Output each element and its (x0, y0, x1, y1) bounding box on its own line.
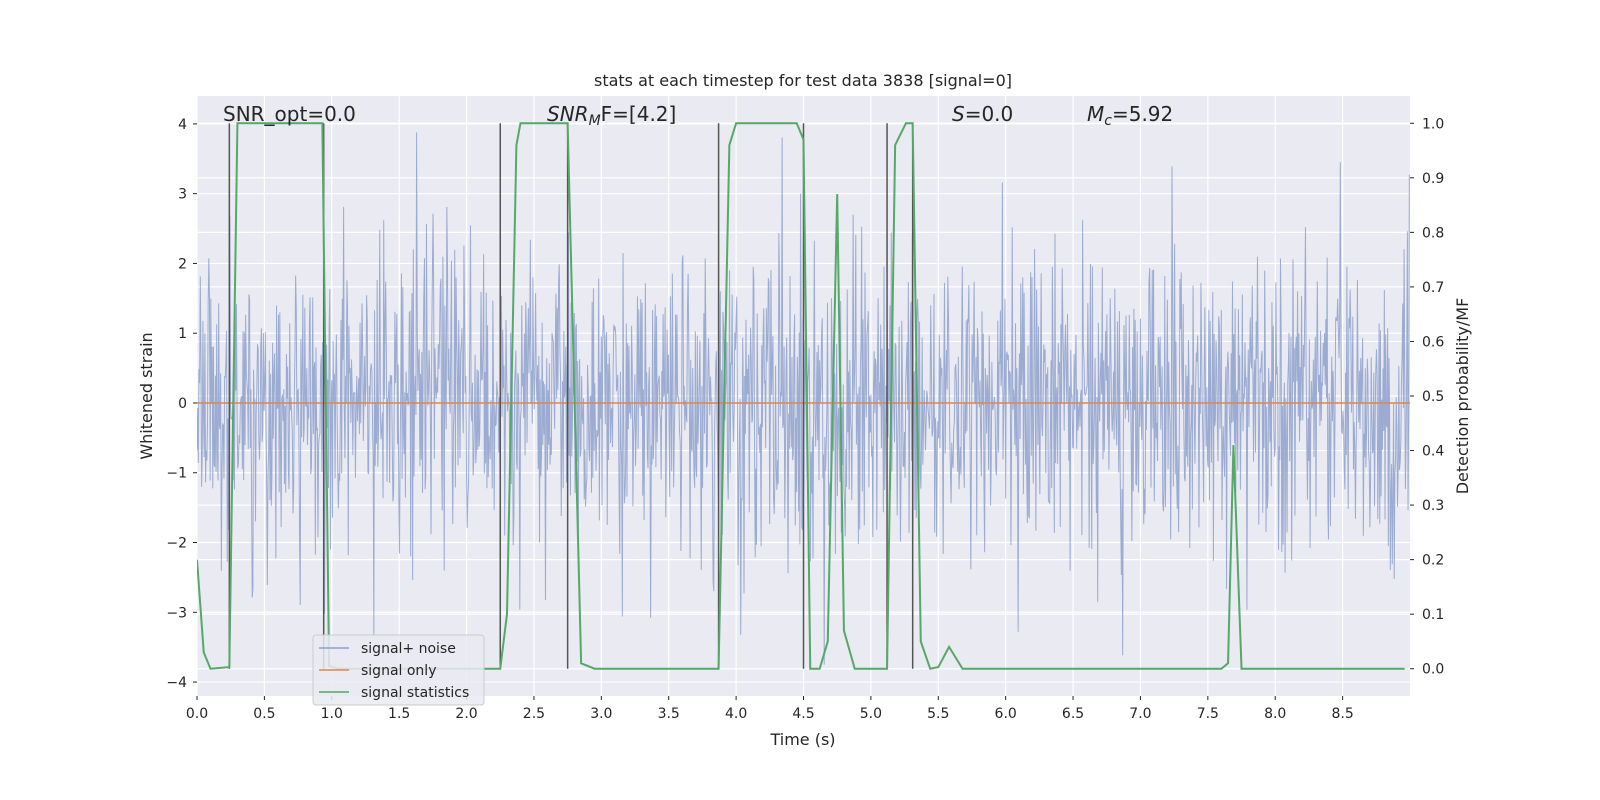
x-tick-label: 1.0 (321, 706, 343, 722)
x-tick-label: 7.5 (1197, 706, 1219, 722)
y-right-tick-label: 0.4 (1422, 444, 1444, 460)
y-left-tick-label: −3 (166, 605, 187, 621)
y-left-tick-label: −1 (166, 466, 187, 482)
mc-annotation: Mc=5.92 (1087, 102, 1173, 129)
y-left-tick-label: 4 (178, 117, 187, 133)
mc-symbol: M (1087, 102, 1104, 126)
y-right-axis-ticks: 0.0 0.1 0.2 0.3 0.4 0.5 0.6 0.7 0.8 0.9 1.0 (1410, 116, 1444, 678)
snr-mf-value: F=[4.2] (601, 102, 677, 126)
y-right-tick-label: 0.7 (1422, 280, 1444, 296)
x-tick-label: 0.5 (253, 706, 275, 722)
y-left-tick-label: 3 (178, 187, 187, 203)
x-tick-label: 4.0 (725, 706, 747, 722)
snr-mf-annotation: SNRMF=[4.2] (547, 102, 676, 129)
y-left-tick-label: 0 (178, 396, 187, 412)
snr-opt-annotation: SNR_opt=0.0 (223, 102, 356, 126)
x-tick-label: 5.0 (860, 706, 882, 722)
y-left-axis-ticks: −4 −3 −2 −1 0 1 2 3 4 (166, 117, 197, 691)
x-tick-label: 2.5 (523, 706, 545, 722)
y-right-tick-label: 0.2 (1422, 553, 1444, 569)
x-tick-label: 8.5 (1331, 706, 1353, 722)
chart-title: stats at each timestep for test data 383… (594, 71, 1012, 90)
s-symbol: S (952, 102, 965, 126)
y-left-axis-label: Whitened strain (137, 332, 156, 459)
y-right-tick-label: 0.3 (1422, 498, 1444, 514)
y-left-tick-label: 2 (178, 256, 187, 272)
y-right-tick-label: 0.5 (1422, 389, 1444, 405)
y-left-tick-label: 1 (178, 326, 187, 342)
y-left-tick-label: −2 (166, 536, 187, 552)
y-right-axis-label: Detection probability/MF (1453, 298, 1472, 495)
y-right-tick-label: 1.0 (1422, 116, 1444, 132)
y-right-tick-label: 0.1 (1422, 607, 1444, 623)
x-tick-label: 3.5 (658, 706, 680, 722)
s-value: =0.0 (965, 102, 1014, 126)
y-right-tick-label: 0.9 (1422, 171, 1444, 187)
snr-mf-symbol: SNR (547, 102, 589, 126)
x-tick-label: 6.5 (1062, 706, 1084, 722)
vertical-markers (228, 123, 914, 669)
x-tick-label: 5.5 (927, 706, 949, 722)
x-tick-label: 4.5 (792, 706, 814, 722)
y-left-tick-label: −4 (166, 675, 187, 691)
x-tick-label: 1.5 (388, 706, 410, 722)
y-right-tick-label: 0.6 (1422, 334, 1444, 350)
x-tick-label: 0.0 (186, 706, 208, 722)
x-axis-ticks: 0.0 0.5 1.0 1.5 2.0 2.5 3.0 3.5 4.0 4.5 5.0 5.5 6.0 6… (186, 696, 1354, 722)
legend-box (312, 634, 485, 706)
s-annotation: S=0.0 (952, 102, 1013, 126)
y-right-tick-label: 0.0 (1422, 662, 1444, 678)
legend: signal+ noise signal only signal statist… (312, 634, 485, 706)
x-tick-label: 2.0 (455, 706, 477, 722)
x-tick-label: 7.0 (1129, 706, 1151, 722)
snr-mf-subscript: M (589, 113, 601, 129)
y-right-tick-label: 0.8 (1422, 225, 1444, 241)
x-tick-label: 6.0 (995, 706, 1017, 722)
x-tick-label: 8.0 (1264, 706, 1286, 722)
legend-label-signal-only: signal only (361, 663, 436, 679)
mc-subscript: c (1104, 113, 1112, 129)
x-axis-label: Time (s) (769, 730, 835, 749)
legend-label-signal-plus-noise: signal+ noise (361, 641, 456, 657)
x-tick-label: 3.0 (590, 706, 612, 722)
legend-label-signal-statistics: signal statistics (361, 685, 469, 701)
mc-value: =5.92 (1112, 102, 1173, 126)
